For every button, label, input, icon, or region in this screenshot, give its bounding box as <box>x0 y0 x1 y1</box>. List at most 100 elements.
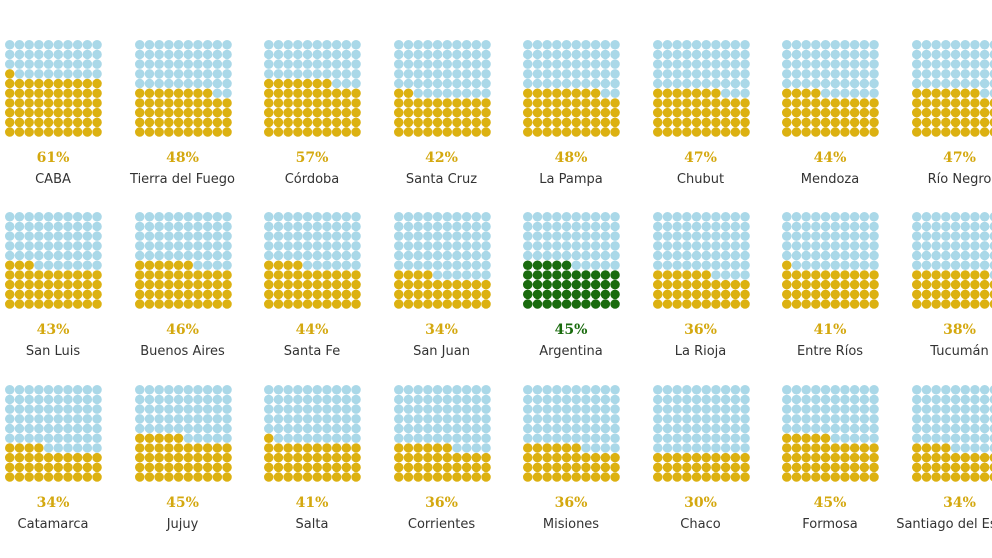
empty-dot <box>53 69 63 79</box>
empty-dot <box>950 241 960 251</box>
percent-label: 47% <box>684 150 717 166</box>
filled-dot <box>82 279 93 290</box>
empty-dot <box>532 433 543 443</box>
waffle-cell-misiones: 36% Misiones <box>506 385 636 555</box>
filled-dot <box>739 299 750 309</box>
filled-dot <box>273 299 284 309</box>
empty-dot <box>600 221 611 232</box>
empty-dot <box>53 59 63 69</box>
empty-dot <box>811 40 821 50</box>
empty-dot <box>701 221 711 232</box>
filled-dot <box>144 462 154 473</box>
filled-dot <box>82 472 93 482</box>
empty-dot <box>739 260 750 270</box>
filled-dot <box>202 472 212 482</box>
empty-dot <box>82 221 93 232</box>
filled-dot <box>63 98 73 108</box>
filled-dot <box>351 279 361 290</box>
filled-dot <box>341 472 352 482</box>
empty-dot <box>979 59 989 69</box>
empty-dot <box>782 49 792 60</box>
empty-dot <box>422 404 433 414</box>
empty-dot <box>911 423 921 434</box>
empty-dot <box>590 443 601 453</box>
filled-dot <box>840 117 850 128</box>
filled-dot <box>911 117 921 128</box>
empty-dot <box>480 212 491 222</box>
empty-dot <box>930 423 941 434</box>
empty-dot <box>212 78 222 89</box>
filled-dot <box>552 452 562 463</box>
filled-dot <box>869 279 879 290</box>
empty-dot <box>192 423 203 434</box>
empty-dot <box>989 251 992 260</box>
filled-dot <box>730 98 740 108</box>
filled-dot <box>911 289 921 300</box>
empty-dot <box>989 231 992 241</box>
empty-dot <box>144 394 154 405</box>
filled-dot <box>840 472 850 482</box>
empty-dot <box>144 40 154 50</box>
filled-dot <box>849 472 860 482</box>
filled-dot <box>571 98 581 108</box>
filled-dot <box>581 107 591 118</box>
filled-dot <box>791 98 802 108</box>
empty-dot <box>940 78 951 89</box>
empty-dot <box>43 241 54 251</box>
empty-dot <box>283 385 293 395</box>
filled-dot <box>273 107 284 118</box>
filled-dot <box>24 127 34 137</box>
filled-dot <box>264 289 274 300</box>
filled-dot <box>950 452 960 463</box>
empty-dot <box>552 49 562 60</box>
filled-dot <box>801 279 811 290</box>
empty-dot <box>471 260 481 270</box>
empty-dot <box>940 394 951 405</box>
empty-dot <box>43 260 54 270</box>
province-name: Corrientes <box>407 517 476 532</box>
filled-dot <box>43 98 54 108</box>
empty-dot <box>730 212 740 222</box>
filled-dot <box>163 270 174 280</box>
waffle-grid <box>911 212 992 309</box>
filled-dot <box>830 279 840 290</box>
empty-dot <box>351 40 361 50</box>
filled-dot <box>662 289 672 300</box>
filled-dot <box>969 279 980 290</box>
filled-dot <box>24 117 34 128</box>
filled-dot <box>523 98 533 108</box>
empty-dot <box>173 231 183 241</box>
filled-dot <box>264 127 274 137</box>
filled-dot <box>34 98 44 108</box>
empty-dot <box>911 49 921 60</box>
empty-dot <box>53 385 63 395</box>
filled-dot <box>173 289 183 300</box>
filled-dot <box>173 443 183 453</box>
empty-dot <box>442 59 452 69</box>
empty-dot <box>393 221 403 232</box>
empty-dot <box>221 40 232 50</box>
empty-dot <box>561 221 572 232</box>
filled-dot <box>293 452 303 463</box>
filled-dot <box>532 117 543 128</box>
empty-dot <box>791 40 802 50</box>
empty-dot <box>183 241 193 251</box>
filled-dot <box>869 107 879 118</box>
empty-dot <box>600 78 611 89</box>
filled-dot <box>471 462 481 473</box>
empty-dot <box>183 221 193 232</box>
empty-dot <box>710 212 721 222</box>
filled-dot <box>341 299 352 309</box>
filled-dot <box>144 299 154 309</box>
empty-dot <box>662 241 672 251</box>
empty-dot <box>331 40 342 50</box>
filled-dot <box>662 452 672 463</box>
empty-dot <box>442 69 452 79</box>
empty-dot <box>412 78 423 89</box>
filled-dot <box>273 88 284 98</box>
filled-dot <box>412 98 423 108</box>
filled-dot <box>144 433 154 443</box>
empty-dot <box>859 59 870 69</box>
filled-dot <box>791 462 802 473</box>
empty-dot <box>302 433 313 443</box>
